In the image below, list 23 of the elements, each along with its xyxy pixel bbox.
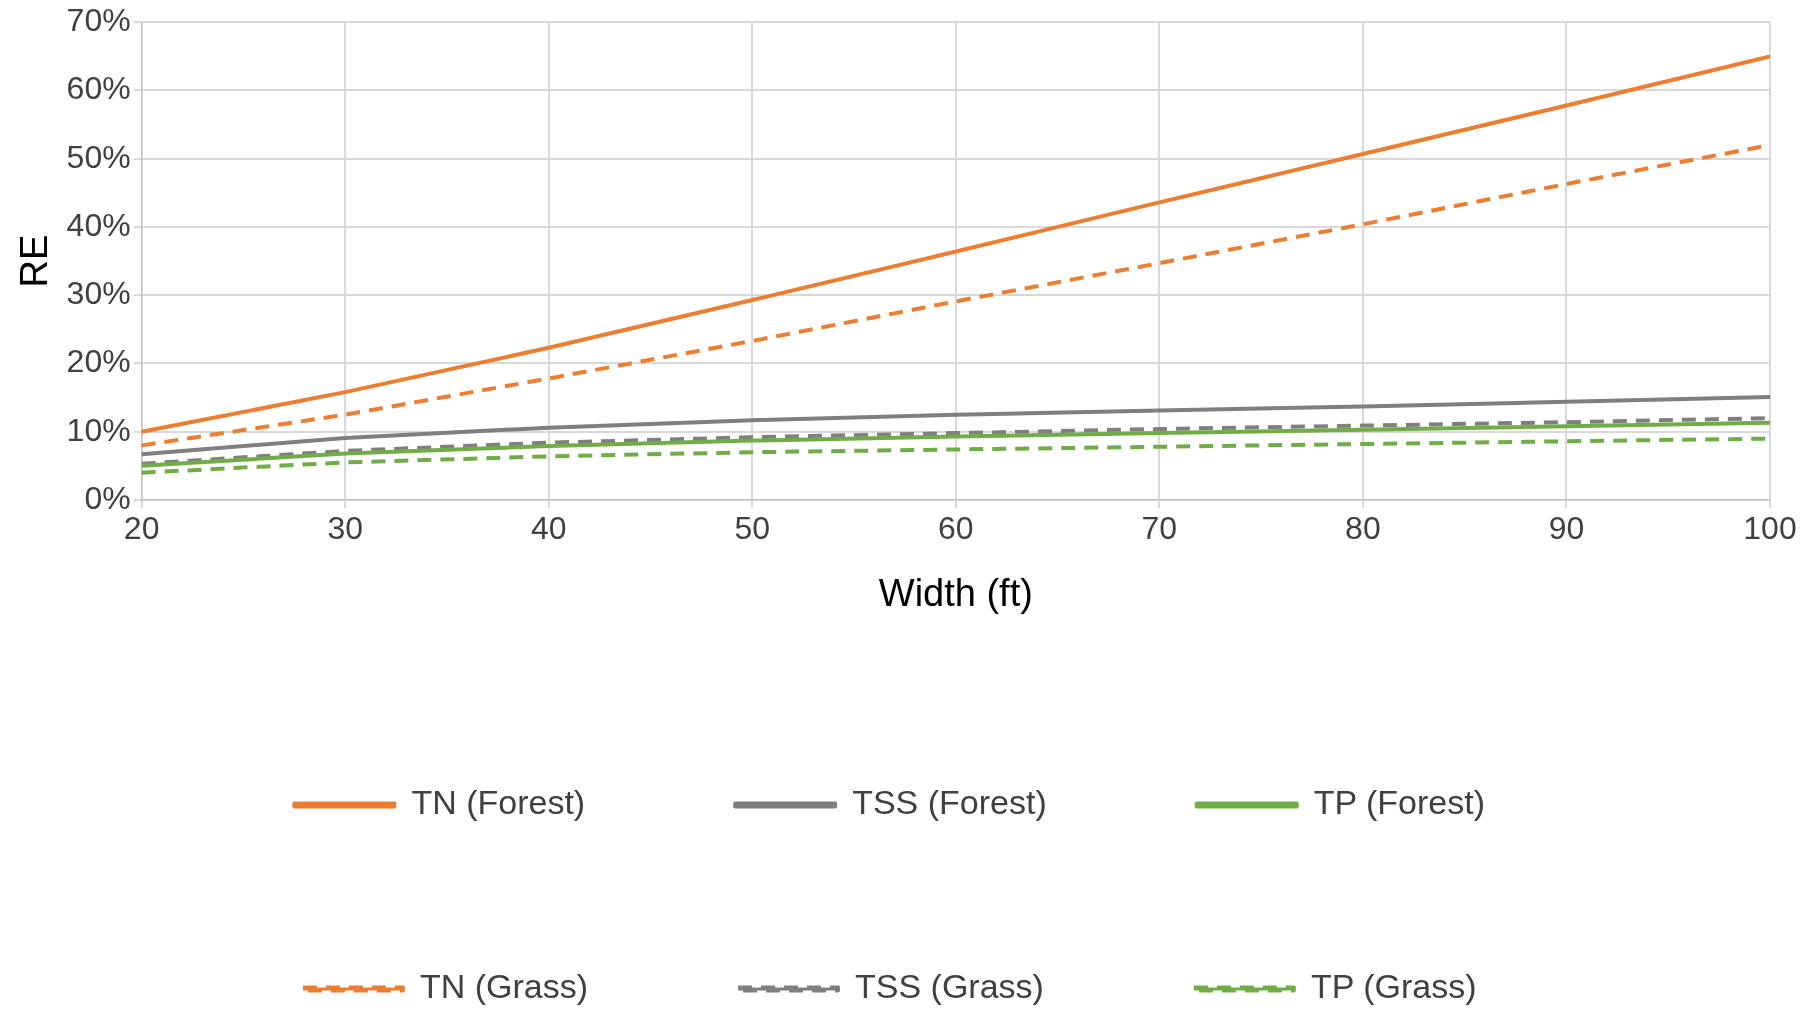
y-tick-label: 60% [66, 70, 131, 107]
x-tick-label: 30 [327, 510, 363, 547]
y-tick-label: 10% [66, 411, 131, 448]
legend-label: TP (Grass) [1310, 967, 1477, 1006]
legend-label: TSS (Forest) [852, 783, 1047, 822]
y-tick-label: 20% [66, 343, 131, 380]
y-tick-label: 50% [66, 138, 131, 175]
y-tick-label: 40% [66, 206, 131, 243]
x-tick-label: 80 [1345, 510, 1381, 547]
legend-label: TSS (Grass) [854, 967, 1044, 1006]
x-axis-title: Width (ft) [878, 571, 1033, 614]
x-tick-label: 70 [1141, 510, 1178, 547]
x-tick-label: 60 [938, 510, 974, 547]
y-tick-label: 30% [66, 275, 131, 312]
x-tick-label: 100 [1743, 510, 1797, 547]
y-axis-title: RE [13, 234, 56, 288]
x-tick-label: 40 [530, 510, 567, 547]
x-tick-label: 50 [734, 510, 771, 547]
legend-label: TN (Forest) [411, 783, 586, 822]
legend-label: TN (Grass) [419, 967, 588, 1006]
legend-label: TP (Forest) [1313, 783, 1485, 822]
x-tick-label: 90 [1548, 510, 1585, 547]
y-tick-label: 70% [66, 2, 131, 39]
